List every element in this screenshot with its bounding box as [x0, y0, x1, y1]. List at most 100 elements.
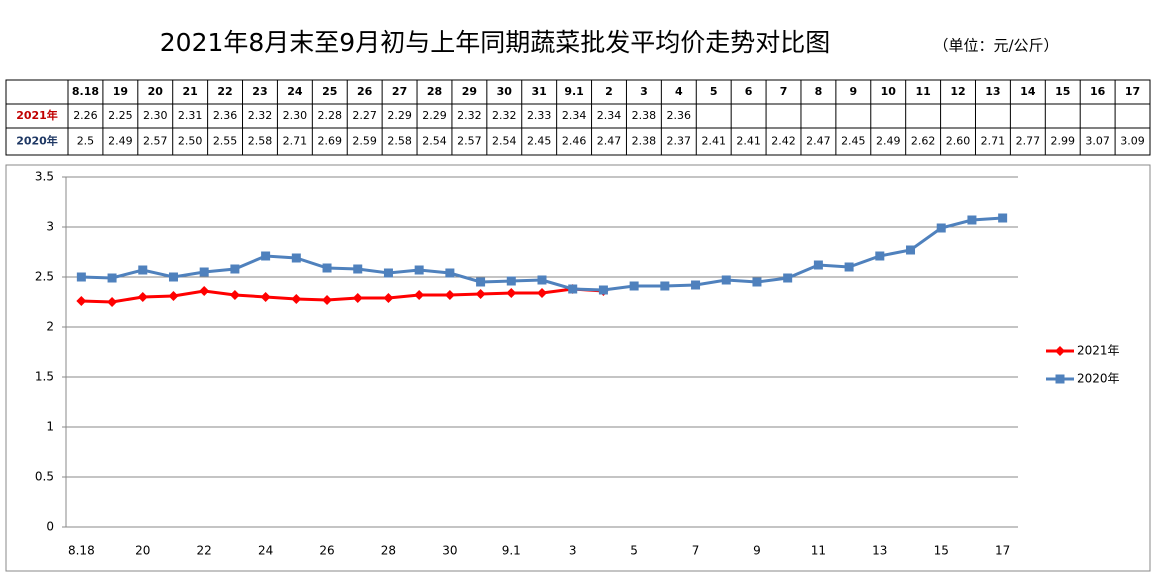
table-cell: 2.30 [143, 109, 168, 122]
y-tick-label: 3 [46, 220, 54, 234]
table-header: 6 [745, 85, 753, 98]
table-cell: 2.47 [597, 135, 622, 148]
point [998, 213, 1008, 223]
chart-subtitle: （单位：元/公斤） [933, 37, 1058, 55]
point [414, 265, 424, 275]
table-header: 14 [1020, 85, 1036, 98]
point [906, 245, 916, 255]
point [598, 285, 608, 295]
x-tick-label: 13 [872, 544, 887, 558]
table-cell: 2.49 [876, 135, 901, 148]
table-header: 9.1 [564, 85, 584, 98]
table-cell: 2.28 [318, 109, 343, 122]
table-header: 30 [497, 85, 513, 98]
point [629, 281, 639, 291]
table-cell: 2.32 [457, 109, 482, 122]
x-tick-label: 3 [569, 544, 577, 558]
point [936, 223, 946, 233]
table-header: 20 [148, 85, 164, 98]
table-cell: 2.57 [457, 135, 482, 148]
point [199, 286, 210, 296]
x-tick-label: 5 [630, 544, 638, 558]
point [137, 292, 148, 302]
x-tick-label: 17 [995, 544, 1010, 558]
table-cell: 2.36 [667, 109, 692, 122]
point [230, 264, 240, 274]
table-cell: 2.27 [352, 109, 377, 122]
y-tick-label: 3.5 [35, 170, 54, 184]
point [261, 251, 271, 261]
x-tick-label: 15 [934, 544, 949, 558]
table-cell: 2.29 [387, 109, 412, 122]
x-tick-label: 22 [197, 544, 212, 558]
x-tick-label: 7 [692, 544, 700, 558]
point [383, 293, 394, 303]
point [138, 265, 148, 275]
table-header: 9 [849, 85, 857, 98]
x-tick-label: 26 [319, 544, 334, 558]
data-table: 8.18 19 20 21 22 23 24 25 26 27 28 29 30 31 9.1 2 3 4 5 6 7 8… [5, 79, 1151, 156]
table-cell: 2.54 [492, 135, 517, 148]
table-cell: 2.41 [701, 135, 726, 148]
table-cell: 2.54 [422, 135, 447, 148]
point [844, 262, 854, 272]
table-header: 4 [675, 85, 683, 98]
x-tick-label: 20 [135, 544, 150, 558]
table-cell: 2.32 [492, 109, 517, 122]
table-cell: 2.57 [143, 135, 168, 148]
table-cell: 2.38 [632, 135, 657, 148]
point [721, 275, 731, 285]
table-header: 19 [113, 85, 128, 98]
table-cell: 2.71 [283, 135, 308, 148]
point [967, 215, 977, 225]
point [76, 272, 86, 282]
point [322, 295, 333, 305]
table-header: 2 [605, 85, 613, 98]
table-cell: 2.30 [283, 109, 308, 122]
table-header: 5 [710, 85, 718, 98]
table-header: 17 [1125, 85, 1140, 98]
table-cell: 2.69 [318, 135, 343, 148]
point [322, 263, 332, 273]
table-cell: 2.60 [946, 135, 971, 148]
table-header: 3 [640, 85, 648, 98]
table-cell: 2.31 [178, 109, 203, 122]
legend-marker [1055, 346, 1065, 356]
point [568, 284, 578, 294]
table-cell: 2.77 [1016, 135, 1041, 148]
table-cell: 3.09 [1120, 135, 1145, 148]
table-cell: 2.62 [911, 135, 936, 148]
x-tick-label: 9.1 [502, 544, 521, 558]
point [506, 288, 517, 298]
point [476, 277, 486, 287]
table-cell: 2.50 [178, 135, 203, 148]
table-header: 29 [462, 85, 477, 98]
table-cell: 2.26 [73, 109, 98, 122]
point [506, 276, 516, 286]
y-tick-label: 0.5 [35, 470, 54, 484]
table-cell: 2.41 [736, 135, 761, 148]
table-header: 25 [322, 85, 337, 98]
table-header: 24 [287, 85, 303, 98]
table-cell: 2.59 [352, 135, 377, 148]
table-cell: 2.38 [632, 109, 657, 122]
point [352, 293, 363, 303]
table-row-label: 2021年 [16, 108, 58, 122]
point [383, 268, 393, 278]
table-cell: 2.5 [77, 135, 95, 148]
table-cell: 2.42 [771, 135, 796, 148]
table-header: 16 [1090, 85, 1106, 98]
point [875, 251, 885, 261]
table-header: 10 [881, 85, 897, 98]
legend-label: 2020年 [1077, 372, 1120, 386]
point [537, 288, 547, 298]
table-cell: 2.32 [248, 109, 273, 122]
point [783, 273, 793, 283]
legend-marker [1055, 374, 1065, 384]
point [291, 294, 302, 304]
table-header: 11 [915, 85, 930, 98]
table-cell: 2.29 [422, 109, 447, 122]
table-cell: 2.36 [213, 109, 238, 122]
table-header: 7 [780, 85, 788, 98]
